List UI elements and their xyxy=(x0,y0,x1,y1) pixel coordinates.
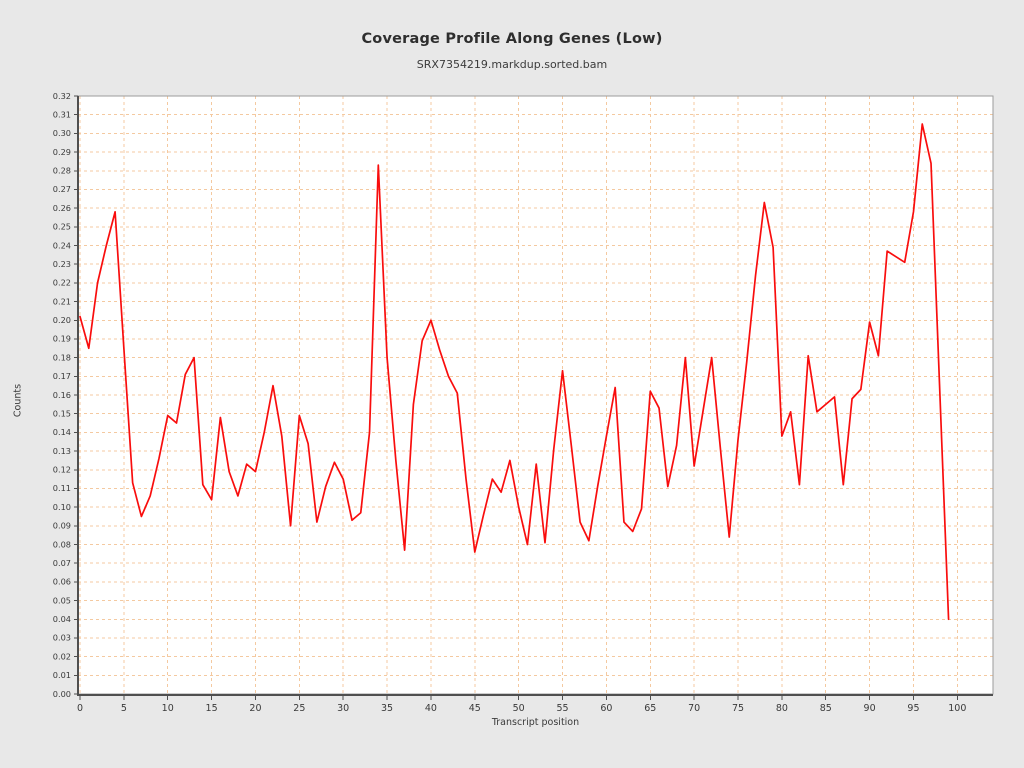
chart-title: Coverage Profile Along Genes (Low) xyxy=(361,31,663,47)
svg-text:0.19: 0.19 xyxy=(53,334,71,344)
svg-text:0: 0 xyxy=(77,703,83,714)
svg-text:80: 80 xyxy=(776,703,788,714)
svg-text:85: 85 xyxy=(820,703,832,714)
svg-text:10: 10 xyxy=(162,703,174,714)
svg-text:0.09: 0.09 xyxy=(53,521,71,531)
svg-text:30: 30 xyxy=(337,703,349,714)
svg-text:100: 100 xyxy=(948,703,966,714)
svg-text:20: 20 xyxy=(249,703,261,714)
svg-text:0.15: 0.15 xyxy=(53,408,71,418)
svg-text:0.25: 0.25 xyxy=(53,222,71,232)
svg-text:0.32: 0.32 xyxy=(53,91,71,101)
svg-text:0.26: 0.26 xyxy=(53,203,71,213)
svg-text:0.27: 0.27 xyxy=(53,184,71,194)
svg-text:40: 40 xyxy=(425,703,437,714)
x-tick-labels: 0 5 10 15 20 25 30 35 40 45 50 55 60 65 70 75 80 85 90 95 10… xyxy=(77,703,966,714)
svg-text:0.31: 0.31 xyxy=(53,109,71,119)
svg-text:0.20: 0.20 xyxy=(53,315,71,325)
svg-text:0.12: 0.12 xyxy=(53,465,71,475)
svg-text:60: 60 xyxy=(600,703,612,714)
svg-text:0.10: 0.10 xyxy=(53,502,71,512)
svg-text:0.13: 0.13 xyxy=(53,446,71,456)
svg-text:0.30: 0.30 xyxy=(53,128,71,138)
svg-text:25: 25 xyxy=(293,703,305,714)
svg-text:0.03: 0.03 xyxy=(53,633,71,643)
svg-text:0.17: 0.17 xyxy=(53,371,71,381)
chart-subtitle: SRX7354219.markdup.sorted.bam xyxy=(416,58,608,71)
x-axis-label: Transcript position xyxy=(491,717,580,728)
svg-text:0.21: 0.21 xyxy=(53,296,71,306)
svg-text:0.06: 0.06 xyxy=(53,577,71,587)
svg-text:0.08: 0.08 xyxy=(53,539,71,549)
svg-text:35: 35 xyxy=(381,703,393,714)
svg-text:45: 45 xyxy=(469,703,481,714)
svg-text:0.18: 0.18 xyxy=(53,352,71,362)
svg-text:0.23: 0.23 xyxy=(53,259,71,269)
x-gridlines xyxy=(79,96,958,694)
svg-text:0.05: 0.05 xyxy=(53,595,71,605)
y-tick-marks xyxy=(74,95,78,695)
y-tick-labels: 0.00 0.01 0.02 0.03 0.04 0.05 0.06 0.07 0.08 0.09… xyxy=(53,91,71,699)
svg-text:70: 70 xyxy=(688,703,700,714)
svg-text:90: 90 xyxy=(864,703,876,714)
svg-text:0.04: 0.04 xyxy=(53,614,71,624)
svg-text:95: 95 xyxy=(907,703,919,714)
svg-text:15: 15 xyxy=(206,703,218,714)
svg-text:5: 5 xyxy=(121,703,127,714)
svg-text:0.16: 0.16 xyxy=(53,390,71,400)
svg-text:0.24: 0.24 xyxy=(53,240,71,250)
svg-text:0.02: 0.02 xyxy=(53,651,71,661)
svg-text:0.28: 0.28 xyxy=(53,166,71,176)
svg-text:0.00: 0.00 xyxy=(53,689,71,699)
svg-text:50: 50 xyxy=(513,703,525,714)
svg-text:65: 65 xyxy=(644,703,656,714)
svg-text:0.07: 0.07 xyxy=(53,558,71,568)
x-tick-marks xyxy=(79,696,958,700)
svg-text:0.14: 0.14 xyxy=(53,427,71,437)
series-line xyxy=(79,123,950,621)
svg-text:55: 55 xyxy=(556,703,568,714)
svg-text:0.22: 0.22 xyxy=(53,278,71,288)
svg-text:0.29: 0.29 xyxy=(53,147,71,157)
svg-text:75: 75 xyxy=(732,703,744,714)
svg-text:0.01: 0.01 xyxy=(53,670,71,680)
svg-text:0.11: 0.11 xyxy=(53,483,71,493)
y-axis-label: Counts xyxy=(12,383,24,418)
